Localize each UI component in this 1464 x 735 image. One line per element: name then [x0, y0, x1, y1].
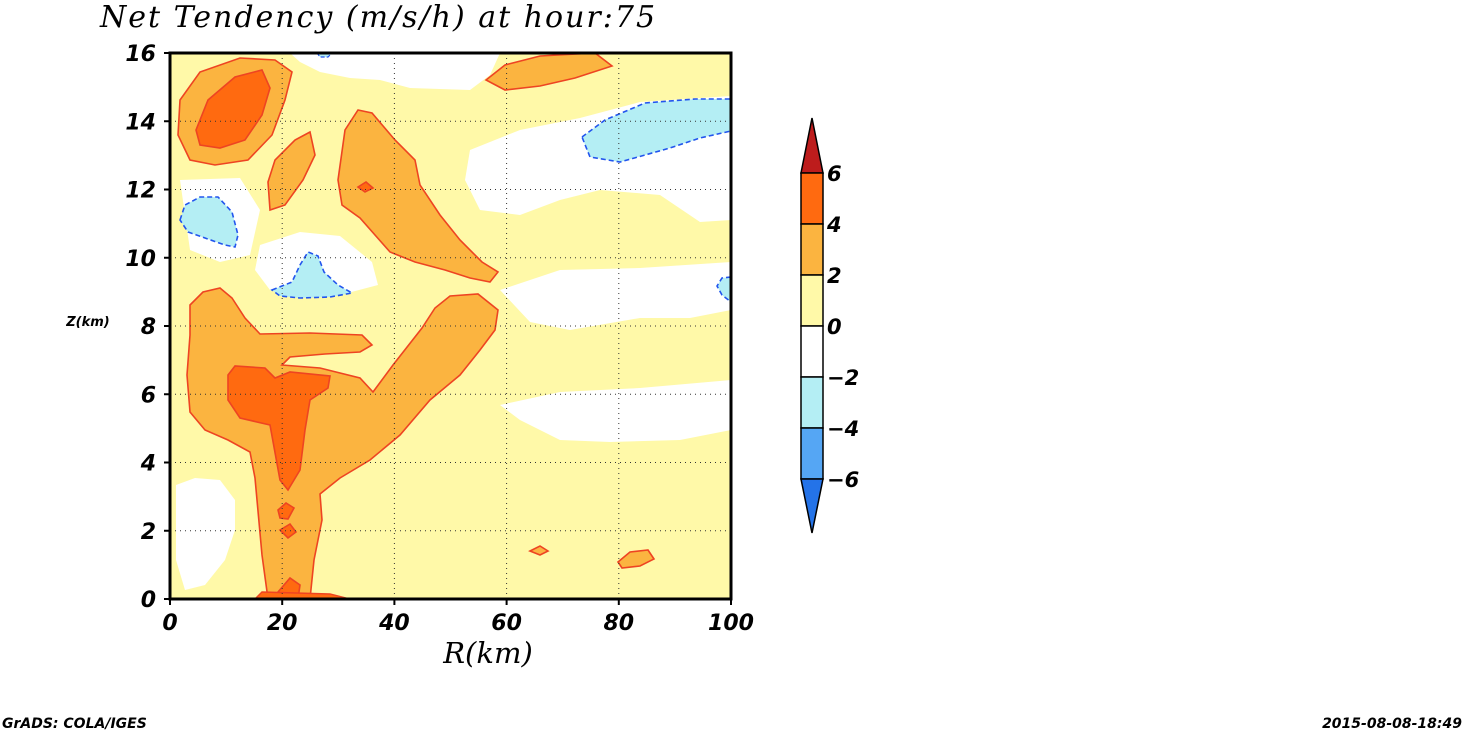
core-blob-b	[278, 522, 298, 540]
chart-title: Net Tendency (m/s/h) at hour:75	[99, 0, 657, 35]
x-axis-label: R(km)	[442, 636, 533, 670]
colorbar-segment	[800, 325, 824, 378]
y-tick-label: 14	[125, 110, 156, 135]
footer-right: 2015-08-08-18:49	[1322, 716, 1462, 732]
pos-body-lower	[186, 287, 499, 600]
x-tick-label: 20	[267, 611, 298, 636]
x-tick-label: 80	[603, 611, 634, 636]
pos-band-mid-upper	[337, 109, 500, 283]
x-tick-label: 40	[378, 611, 410, 636]
pos-blob-small-83	[616, 549, 656, 569]
y-axis: 0 2 4 6 8 10 12 14 16	[125, 42, 170, 613]
core-blob-a	[277, 502, 296, 520]
y-tick-label: 2	[141, 520, 156, 545]
colorbar-label: 0	[827, 315, 842, 339]
neg-region-left-low	[176, 478, 235, 590]
y-tick-label: 8	[141, 315, 156, 340]
neg-region-top-mid	[290, 53, 500, 90]
neg-blue-upper-right	[581, 98, 732, 163]
colorbar-label: −2	[827, 366, 859, 390]
y-tick-label: 4	[140, 452, 156, 477]
y-axis-label: Z(km)	[65, 315, 110, 330]
y-tick-label: 16	[125, 42, 156, 67]
core-upper-left	[195, 69, 271, 149]
y-tick-label: 10	[125, 247, 156, 272]
pos-lobe-top-right	[484, 52, 614, 91]
neg-region-mid-right	[500, 262, 731, 330]
y-tick-label: 12	[125, 179, 156, 204]
colorbar-segment	[800, 223, 824, 276]
core-lower-left	[227, 365, 331, 492]
y-tick-label: 6	[141, 383, 156, 408]
colorbar: 6 4 2 0 −2 −4 −6	[800, 117, 859, 534]
x-axis: 0 20 40 60 80 100	[162, 599, 754, 636]
core-blob-d	[356, 181, 375, 193]
colorbar-segment	[800, 274, 824, 327]
y-tick-label: 0	[141, 588, 156, 613]
colorbar-label: 2	[827, 264, 842, 288]
colorbar-label: −6	[827, 468, 859, 492]
colorbar-over-arrow	[800, 117, 824, 174]
grid-lines	[170, 53, 731, 599]
x-tick-label: 100	[708, 611, 754, 636]
colorbar-segment	[800, 376, 824, 429]
colorbar-under-arrow	[800, 478, 824, 534]
colorbar-label: 6	[827, 162, 842, 186]
x-tick-label: 60	[491, 611, 522, 636]
pos-lobe-upper-small	[267, 130, 316, 212]
footer-left: GrADS: COLA/IGES	[2, 716, 147, 732]
shaded-field	[170, 52, 732, 600]
pos-blob-small-66	[528, 545, 550, 556]
x-tick-label: 0	[162, 611, 177, 636]
neg-region-lower-right	[500, 380, 731, 442]
neg-blue-left	[179, 196, 239, 248]
colorbar-segment	[800, 427, 824, 480]
neg-blue-center	[270, 251, 355, 299]
colorbar-label: 4	[826, 213, 842, 237]
colorbar-segment	[800, 172, 824, 225]
colorbar-label: −4	[827, 417, 859, 441]
